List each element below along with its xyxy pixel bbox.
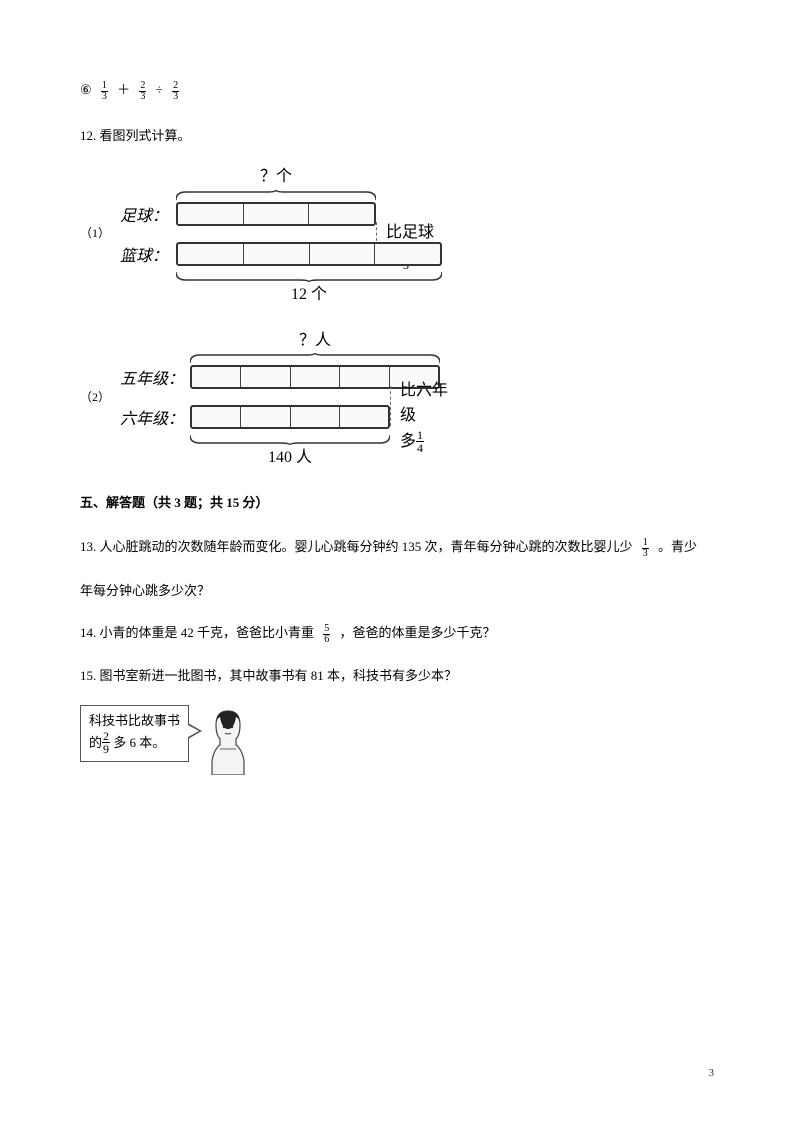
fraction: 2 3 [172, 81, 179, 102]
row-label-grade5: 五年级： [120, 367, 184, 393]
bar-diagram-1: ？个 足球： 比足球多13 篮球： [120, 164, 440, 307]
sub-label: （1） [80, 164, 120, 243]
q13-text-a: 13. 人心脏跳动的次数随年龄而变化。婴儿心跳每分钟约 135 次，青年每分钟心… [80, 539, 633, 554]
person-icon [206, 705, 250, 775]
brace-icon [190, 353, 440, 365]
fraction: 2 3 [139, 81, 146, 102]
brace-icon [190, 433, 390, 445]
op-div: ÷ [156, 82, 163, 97]
row-label-basketball: 篮球： [120, 244, 168, 270]
fraction: 56 [323, 624, 330, 645]
q15-text: 15. 图书室新进一批图书，其中故事书有 81 本，科技书有多少本？ [80, 666, 714, 687]
row-label-football: 足球： [120, 204, 168, 230]
bar-basketball [176, 242, 442, 266]
row-label-grade6: 六年级： [120, 407, 184, 433]
sub-label: （2） [80, 328, 120, 407]
bottom-label: 140 人 [268, 449, 312, 466]
bottom-label: 12 个 [291, 286, 327, 303]
q13: 13. 人心脏跳动的次数随年龄而变化。婴儿心跳每分钟约 135 次，青年每分钟心… [80, 531, 714, 562]
fraction: 13 [642, 538, 649, 559]
brace-icon [176, 270, 442, 282]
bar-diagram-2: ？人 五年级： 比六年级 多14 六年级： 140 人 [120, 328, 460, 471]
q12-sub1: （1） ？个 足球： 比足球多13 篮球： [80, 164, 714, 307]
q15-illustration: 科技书比故事书 的29 多 6 本。 [80, 705, 714, 775]
q14: 14. 小青的体重是 42 千克，爸爸比小青重 56 ，爸爸的体重是多少千克？ [80, 619, 714, 648]
fraction: 1 3 [101, 81, 108, 102]
q11-item-6: ⑥ 1 3 ＋ 2 3 ÷ 2 3 [80, 80, 714, 102]
q14-text-a: 14. 小青的体重是 42 千克，爸爸比小青重 [80, 625, 314, 640]
bubble-line1: 科技书比故事书 [89, 712, 180, 730]
bar-grade6 [190, 405, 390, 429]
q13-text-b: 。青少 [658, 539, 697, 554]
brace-icon [176, 190, 376, 202]
speech-bubble: 科技书比故事书 的29 多 6 本。 [80, 705, 189, 762]
op-plus: ＋ [117, 82, 130, 97]
top-question: ？人 [299, 332, 331, 349]
q13-cont: 年每分钟心跳多少次？ [80, 581, 714, 602]
bar-football [176, 202, 376, 226]
bubble-line2: 的29 多 6 本。 [89, 730, 180, 755]
q12-prompt: 12. 看图列式计算。 [80, 126, 714, 147]
q12-sub2: （2） ？人 五年级： 比六年级 多14 六年级： [80, 328, 714, 471]
q14-text-b: ，爸爸的体重是多少千克？ [340, 625, 496, 640]
page-number: 3 [709, 1065, 715, 1083]
section-5-title: 五、解答题（共 3 题；共 15 分） [80, 493, 714, 514]
bubble-tail-icon [188, 723, 202, 739]
circled-6: ⑥ [80, 82, 92, 97]
top-question: ？个 [260, 168, 292, 185]
